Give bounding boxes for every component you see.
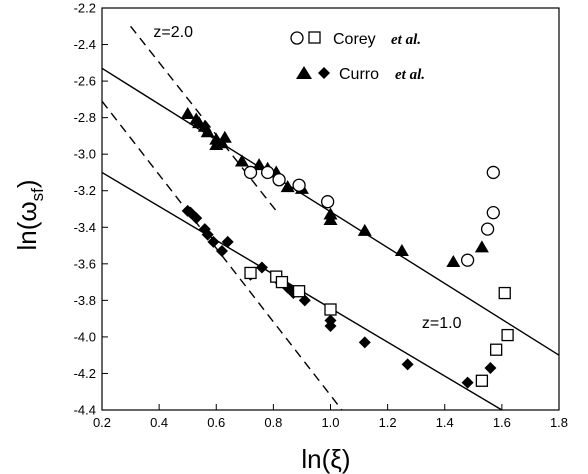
x-tick-label: 1.0	[321, 415, 339, 430]
data-point-circle	[480, 222, 495, 236]
data-point-circle	[272, 173, 286, 187]
data-point-diamond	[324, 319, 337, 332]
legend-etal-curro: et al.	[395, 67, 425, 83]
data-point-square	[490, 343, 503, 356]
y-tick-label: -2.2	[74, 1, 96, 16]
data-point-circle	[320, 195, 335, 209]
x-tick-label: 1.4	[436, 415, 454, 430]
data-point-diamond	[190, 212, 203, 225]
data-point-diamond	[221, 235, 234, 248]
data-point-triangle	[446, 254, 461, 267]
x-axis-title: ln(ξ)	[301, 444, 350, 474]
data-point-diamond	[484, 361, 497, 374]
legend-label-corey: Corey	[333, 31, 376, 48]
y-tick-label: -4.0	[74, 329, 96, 344]
legend-entry-corey: Corey et al.	[290, 31, 421, 48]
legend-marker-circle-open	[290, 31, 304, 45]
legend-marker-diamond	[318, 67, 330, 79]
data-point-diamond	[401, 358, 414, 371]
data-point-square	[324, 303, 337, 316]
data-point-square	[275, 275, 289, 289]
data-point-square	[244, 266, 257, 280]
x-tick-label: 1.2	[379, 415, 397, 430]
y-tick-label: -2.8	[74, 110, 96, 125]
data-point-diamond	[215, 245, 228, 258]
data-point-circle	[486, 206, 500, 220]
data-point-triangle	[252, 158, 267, 171]
data-point-circle	[243, 165, 258, 180]
data-point-triangle	[234, 154, 249, 167]
data-point-square	[475, 374, 489, 387]
y-tick-label: -2.4	[74, 37, 96, 52]
y-tick-label: -3.8	[74, 293, 96, 308]
y-tick-label: -3.4	[74, 220, 96, 235]
x-tick-label: 0.4	[150, 415, 168, 430]
data-point-triangle	[323, 212, 338, 225]
legend-label-curro: Curro	[339, 66, 379, 83]
annotation-z2: z=2.0	[153, 24, 193, 41]
legend-marker-square-open	[308, 31, 321, 44]
legend-marker-triangle	[296, 66, 312, 79]
data-point-circle	[460, 253, 475, 267]
data-point-square	[292, 285, 306, 298]
y-tick-label: -4.2	[74, 366, 96, 381]
data-point-triangle	[394, 244, 409, 257]
data-point-diamond	[201, 228, 214, 241]
x-tick-label: 0.8	[264, 415, 282, 430]
x-tick-label: 1.8	[550, 415, 568, 430]
data-point-square	[501, 328, 514, 342]
y-axis-title-sub: sf	[28, 188, 47, 202]
data-point-diamond	[207, 235, 220, 248]
legend-entry-curro: Curro et al.	[296, 66, 425, 83]
data-point-triangle	[180, 106, 195, 119]
svg-text:ln(ωsf): ln(ωsf)	[12, 179, 47, 250]
data-point-triangle	[357, 223, 372, 236]
y-tick-label: -3.2	[74, 183, 96, 198]
annotation-z1: z=1.0	[422, 315, 462, 332]
data-point-square	[498, 286, 511, 300]
x-tick-label: 0.2	[93, 415, 111, 430]
data-points	[180, 106, 514, 389]
y-axis-title-close: )	[12, 179, 42, 188]
y-tick-label: -3.6	[74, 256, 96, 271]
y-tick-label: -2.6	[74, 74, 96, 89]
y-tick-label: -3.0	[74, 147, 96, 162]
x-tick-label: 1.6	[493, 415, 511, 430]
data-point-circle	[261, 165, 275, 180]
data-point-triangle	[280, 180, 295, 193]
y-tick-label: -4.4	[74, 403, 96, 418]
data-point-triangle	[200, 125, 215, 138]
data-point-diamond	[358, 336, 371, 349]
dashed-fit-line	[130, 25, 280, 215]
data-point-triangle	[217, 130, 232, 143]
y-axis-title-main: ln(ω	[12, 201, 42, 250]
data-point-circle	[292, 178, 306, 192]
data-point-diamond	[461, 376, 474, 389]
y-axis-title: ln(ωsf)	[12, 179, 47, 250]
axis-ticks: 0.2 0.4 0.6 0.8 1.0 1.2 1.4 1.6 1.8 -2.2 -2.4 -2.6 -…	[74, 1, 568, 431]
data-point-diamond	[255, 261, 268, 274]
data-point-circle	[486, 165, 500, 180]
data-point-triangle	[474, 240, 489, 253]
legend-etal-corey: et al.	[391, 32, 421, 48]
legend: Corey et al. Curro et al.	[290, 31, 425, 83]
x-tick-label: 0.6	[207, 415, 225, 430]
